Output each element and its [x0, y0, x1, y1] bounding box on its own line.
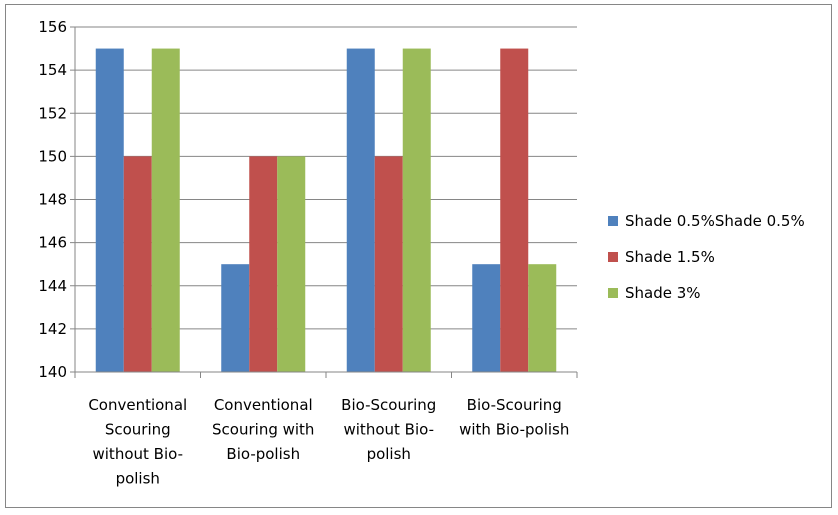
legend-label: Shade 1.5% [625, 248, 715, 266]
category-label: Bio-Scouring with Bio-polish [459, 396, 569, 439]
bar [221, 264, 250, 372]
category-label: Conventional Scouring without Bio-polish [88, 396, 187, 488]
bar [151, 48, 180, 372]
category-label-line: Scouring with [212, 421, 314, 439]
category-label: Bio-Scouring without Bio-polish [341, 396, 436, 463]
category-label-line: Bio-Scouring [467, 396, 562, 414]
bar [500, 48, 529, 372]
legend-swatch [608, 216, 618, 226]
category-label-line: without Bio- [93, 445, 183, 463]
category-label-line: polish [116, 470, 160, 488]
y-tick-label: 150 [38, 147, 67, 165]
y-tick-label: 144 [38, 277, 67, 295]
category-label: Conventional Scouring with Bio-polish [212, 396, 314, 463]
bar [249, 156, 278, 372]
legend-label: Shade 3% [625, 284, 701, 302]
category-label-line: Conventional [88, 396, 187, 414]
category-label-line: Bio-Scouring [341, 396, 436, 414]
bar [123, 156, 152, 372]
legend-swatch [608, 252, 618, 262]
bar [374, 156, 403, 372]
category-label-line: Conventional [214, 396, 313, 414]
category-label-line: with Bio-polish [459, 421, 569, 439]
legend-label: Shade 0.5%Shade 0.5% [625, 212, 805, 230]
legend-swatch [608, 288, 618, 298]
category-label-line: Bio-polish [226, 445, 300, 463]
y-tick-label: 148 [38, 191, 67, 209]
bar [402, 48, 431, 372]
category-label-line: without Bio- [344, 421, 434, 439]
y-tick-label: 156 [38, 18, 67, 36]
category-label-line: Scouring [105, 421, 171, 439]
bar [346, 48, 375, 372]
bar [472, 264, 501, 372]
bar [528, 264, 557, 372]
y-tick-label: 146 [38, 234, 67, 252]
y-tick-label: 152 [38, 104, 67, 122]
y-tick-label: 142 [38, 320, 67, 338]
category-label-line: polish [367, 445, 411, 463]
y-tick-label: 154 [38, 61, 67, 79]
bar [95, 48, 124, 372]
bar [277, 156, 306, 372]
y-tick-label: 140 [38, 363, 67, 381]
